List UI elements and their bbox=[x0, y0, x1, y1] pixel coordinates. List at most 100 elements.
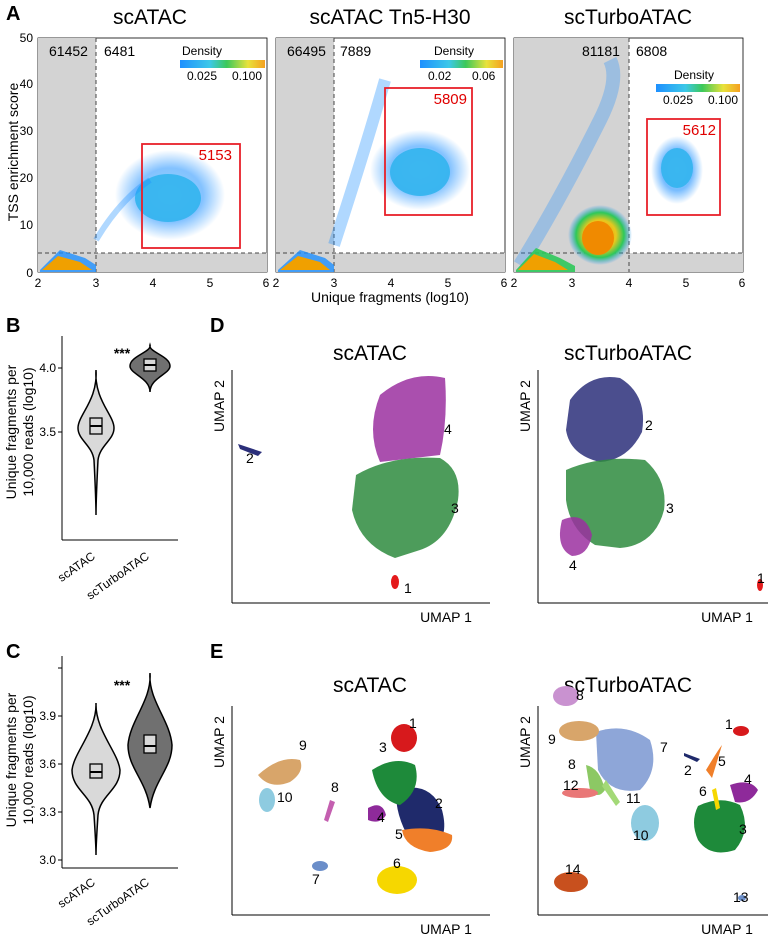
cluster-label: 7 bbox=[660, 739, 668, 755]
right-count: 7889 bbox=[340, 43, 371, 59]
plot-title: scTurboATAC bbox=[564, 6, 692, 29]
y-tick-10: 10 bbox=[20, 218, 34, 232]
cluster-10-cells bbox=[631, 805, 659, 841]
cluster-11-cells bbox=[602, 780, 620, 806]
x-tick-scatac: scATAC bbox=[55, 875, 98, 911]
umap-plot-d-scatac: scATAC UMAP 2 UMAP 1 1 2 3 4 bbox=[211, 342, 490, 625]
legend-tick-high: 0.06 bbox=[472, 69, 496, 83]
x-tick: 6 bbox=[739, 276, 746, 290]
cluster-6-cells bbox=[377, 866, 417, 894]
cluster-label: 10 bbox=[633, 827, 649, 843]
y-label-line1: Unique fragments per bbox=[3, 692, 19, 827]
umap-plot-e-scturboatac: scTurboATAC UMAP 2 UMAP 1 1 2 3 4 5 6 7 … bbox=[517, 674, 768, 936]
cluster-1-cells bbox=[391, 575, 399, 589]
y-tick: 3.9 bbox=[39, 709, 56, 723]
cluster-label: 8 bbox=[568, 756, 576, 772]
y-tick-30: 30 bbox=[20, 124, 34, 138]
y-axis-label: UMAP 2 bbox=[517, 380, 533, 432]
y-axis-label: UMAP 2 bbox=[211, 716, 227, 768]
umap-plot-d-scturboatac: scTurboATAC UMAP 2 UMAP 1 1 2 3 4 bbox=[517, 342, 768, 625]
plot-title: scATAC bbox=[333, 342, 407, 365]
cluster-label: 5 bbox=[395, 826, 403, 842]
cluster-label: 7 bbox=[312, 871, 320, 887]
cluster-label: 2 bbox=[246, 450, 254, 466]
cluster-9-cells bbox=[258, 759, 302, 785]
violin-plot-c: Unique fragments per 10,000 reads (log10… bbox=[3, 656, 178, 928]
box-count: 5153 bbox=[199, 147, 232, 164]
x-axis-label: UMAP 1 bbox=[420, 921, 472, 936]
significance-marker: *** bbox=[114, 677, 131, 693]
panel-letter-c: C bbox=[6, 641, 20, 663]
cluster-label: 9 bbox=[299, 737, 307, 753]
cluster-label: 12 bbox=[563, 777, 579, 793]
left-count: 61452 bbox=[49, 43, 88, 59]
cluster-label: 2 bbox=[435, 795, 443, 811]
x-tick: 2 bbox=[273, 276, 280, 290]
cluster-8b-cells bbox=[586, 765, 605, 795]
cluster-label: 1 bbox=[725, 716, 733, 732]
cluster-label: 3 bbox=[739, 821, 747, 837]
legend-tick-high: 0.100 bbox=[232, 69, 262, 83]
x-tick: 2 bbox=[35, 276, 42, 290]
cluster-label: 1 bbox=[404, 580, 412, 596]
cluster-6-cells bbox=[712, 788, 720, 810]
cluster-label: 4 bbox=[569, 557, 577, 573]
density-colorbar bbox=[420, 60, 503, 68]
y-tick: 4.0 bbox=[39, 361, 56, 375]
x-axis-label: UMAP 1 bbox=[701, 609, 753, 625]
cluster-label: 4 bbox=[744, 771, 752, 787]
cluster-label: 6 bbox=[699, 783, 707, 799]
umap-plot-e-scatac: scATAC UMAP 2 UMAP 1 1 2 3 4 5 6 7 8 9 1… bbox=[211, 674, 490, 936]
plot-title: scTurboATAC bbox=[564, 342, 692, 365]
x-tick: 5 bbox=[207, 276, 214, 290]
x-tick: 4 bbox=[388, 276, 395, 290]
cluster-8-cells bbox=[553, 686, 579, 706]
right-count: 6808 bbox=[636, 43, 667, 59]
legend-tick-low: 0.025 bbox=[187, 69, 217, 83]
cluster-12-cells bbox=[562, 788, 598, 798]
cluster-2-cells bbox=[684, 753, 700, 762]
cluster-label: 14 bbox=[565, 861, 581, 877]
panel-a-y-label: TSS enrichment score bbox=[5, 83, 21, 222]
cluster-5-cells bbox=[706, 745, 722, 778]
y-tick: 3.6 bbox=[39, 757, 56, 771]
legend-tick-low: 0.02 bbox=[428, 69, 452, 83]
cluster-4-cells bbox=[730, 782, 758, 803]
left-count: 66495 bbox=[287, 43, 326, 59]
cell-selection-box bbox=[141, 143, 241, 249]
cell-selection-box bbox=[384, 87, 473, 216]
legend-tick-low: 0.025 bbox=[663, 93, 693, 107]
x-axis-label: UMAP 1 bbox=[701, 921, 753, 936]
cluster-2-cells bbox=[238, 444, 262, 456]
cluster-label: 3 bbox=[379, 739, 387, 755]
cluster-label: 10 bbox=[277, 789, 293, 805]
cluster-1-cells bbox=[391, 724, 417, 752]
panel-a-y-ticks: 0 10 20 30 40 50 bbox=[20, 31, 34, 280]
cluster-3-cells bbox=[372, 761, 417, 805]
panel-letter-d: D bbox=[210, 315, 224, 337]
cluster-label: 4 bbox=[377, 809, 385, 825]
x-tick: 2 bbox=[511, 276, 518, 290]
x-tick: 3 bbox=[569, 276, 576, 290]
y-axis-label: UMAP 2 bbox=[517, 716, 533, 768]
y-axis-label: UMAP 2 bbox=[211, 380, 227, 432]
cluster-14-cells bbox=[554, 872, 588, 892]
scatter-plot-scatac-tn5-h30: scATAC Tn5-H30 5809 66495 7889 Density 0… bbox=[273, 6, 508, 290]
cluster-label: 11 bbox=[626, 790, 641, 806]
cluster-label: 3 bbox=[666, 500, 674, 516]
density-colorbar bbox=[656, 84, 740, 92]
cluster-label: 8 bbox=[331, 779, 339, 795]
right-count: 6481 bbox=[104, 43, 135, 59]
cluster-label: 6 bbox=[393, 855, 401, 871]
plot-title: scTurboATAC bbox=[564, 674, 692, 697]
plot-title: scATAC bbox=[333, 674, 407, 697]
significance-marker: *** bbox=[114, 345, 131, 361]
cluster-label: 13 bbox=[733, 889, 749, 905]
left-count: 81181 bbox=[582, 43, 620, 59]
cluster-2-cells bbox=[566, 376, 644, 462]
cluster-8-cells bbox=[324, 800, 335, 822]
panel-letter-e: E bbox=[210, 641, 223, 663]
x-tick: 6 bbox=[501, 276, 508, 290]
y-tick-40: 40 bbox=[20, 77, 34, 91]
